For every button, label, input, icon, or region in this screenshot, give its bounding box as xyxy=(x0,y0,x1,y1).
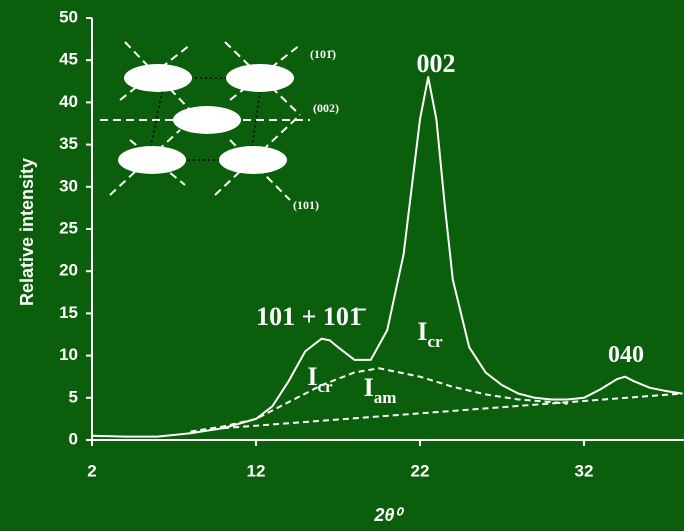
annotation-text: 002 xyxy=(417,49,456,78)
y-tick-label: 20 xyxy=(59,261,78,280)
annotation-subscript: cr xyxy=(428,332,444,351)
x-tick-label: 32 xyxy=(575,461,594,480)
x-tick-label: 2 xyxy=(87,461,96,480)
y-tick-label: 40 xyxy=(59,92,78,111)
annotation-text: I xyxy=(417,317,427,346)
background xyxy=(0,0,684,531)
y-tick-label: 45 xyxy=(59,50,78,69)
y-tick-label: 0 xyxy=(69,429,78,448)
annotation: 002 xyxy=(417,49,456,78)
x-tick-label: 12 xyxy=(247,461,266,480)
annotation-subscript: cr xyxy=(318,377,334,396)
annotation-text: I xyxy=(364,373,374,402)
inset-label: (101̄) xyxy=(310,47,336,61)
y-tick-label: 35 xyxy=(59,134,78,153)
x-axis-title: 2θ⁰ xyxy=(373,505,404,525)
chart: (101̄) (002) (101) 2θ⁰ Relative intensit… xyxy=(0,0,684,531)
annotation-text: I xyxy=(307,362,317,391)
y-tick-label: 50 xyxy=(59,7,78,26)
y-axis-title: Relative intensity xyxy=(17,158,37,306)
annotation-text: 101 + 101̄ xyxy=(256,302,366,331)
y-tick-label: 5 xyxy=(69,387,78,406)
annotation-text: 040 xyxy=(608,342,644,368)
annotation: 101 + 101̄ xyxy=(256,302,366,331)
y-tick-label: 15 xyxy=(59,303,78,322)
inset-label: (101) xyxy=(293,198,319,212)
inset-label: (002) xyxy=(313,101,339,115)
annotation-subscript: am xyxy=(374,388,397,407)
y-tick-label: 10 xyxy=(59,345,78,364)
x-tick-label: 22 xyxy=(411,461,430,480)
y-tick-label: 30 xyxy=(59,176,78,195)
y-tick-label: 25 xyxy=(59,218,78,237)
annotation: 040 xyxy=(608,342,644,368)
